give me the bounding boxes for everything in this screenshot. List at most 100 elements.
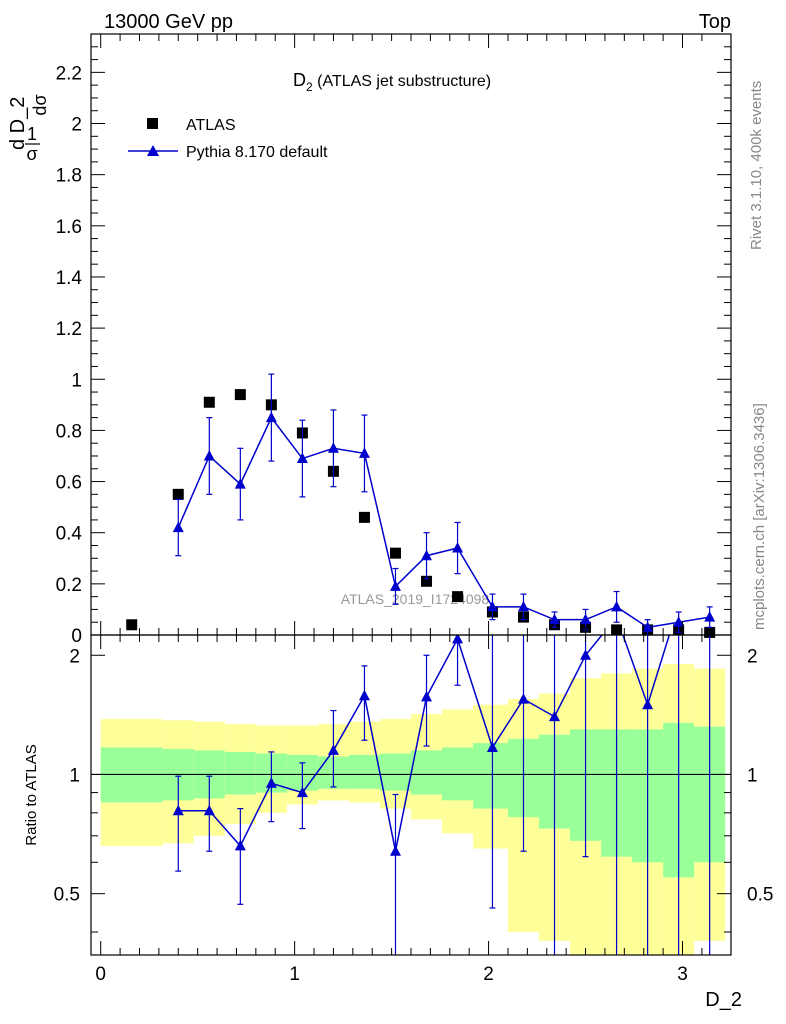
y-tick-label-main-1: 1 (71, 370, 82, 391)
y-tick-label-main-0.2: 0.2 (56, 575, 82, 596)
mc-point-1 (203, 449, 215, 461)
ratio-point-10 (486, 741, 498, 752)
x-tick-label-0: 0 (95, 964, 106, 985)
ratio-point-9 (452, 635, 464, 644)
legend-marker-atlas (147, 118, 158, 129)
mc-point-10 (486, 600, 498, 612)
y-tick-label-ratio-right-1: 1 (747, 765, 758, 786)
mc-point-3 (265, 411, 277, 423)
mc-point-0 (172, 521, 184, 533)
ratio-point-6 (358, 689, 370, 701)
ylabel-deriv-num: dσ (30, 94, 50, 115)
ratio-point-15 (642, 698, 654, 710)
mc-point-6 (358, 447, 370, 458)
y-tick-label-ratio-2: 2 (69, 646, 80, 667)
atlas-point-10 (452, 591, 464, 603)
x-axis-label: D_2 (705, 989, 742, 1011)
mc-point-9 (452, 542, 464, 553)
legend: ATLAS Pythia 8.170 default (128, 117, 328, 161)
legend-label-atlas: ATLAS (186, 117, 236, 134)
ratio-point-5 (327, 744, 339, 755)
atlas-point-2 (203, 396, 215, 408)
mc-point-15 (642, 621, 654, 632)
watermark: ATLAS_2019_I1724098 (341, 591, 490, 607)
mc-point-12 (549, 613, 561, 625)
ratio-panel-marks (172, 635, 711, 955)
x-tick-label-3: 3 (677, 964, 688, 985)
ratio-clipped-group (172, 635, 711, 955)
y-tick-label-main-1.6: 1.6 (56, 217, 82, 238)
mc-point-8 (421, 549, 433, 561)
y-tick-label-ratio-right-2: 2 (747, 646, 758, 667)
mc-point-16 (673, 616, 685, 627)
ylabel-deriv: d D_2 (7, 97, 29, 150)
ratio-point-7 (389, 845, 401, 856)
mc-point-17 (704, 611, 716, 622)
mc-point-4 (296, 452, 308, 464)
legend-label-mc: Pythia 8.170 default (186, 144, 328, 161)
y-tick-label-main-1.4: 1.4 (56, 268, 83, 289)
ratio-point-3 (265, 777, 277, 788)
atlas-point-8 (389, 547, 401, 559)
y-tick-label-ratio-right-0.5: 0.5 (747, 885, 773, 906)
ratio-point-4 (296, 786, 308, 798)
ratio-line (178, 635, 671, 852)
legend-marker-mc (147, 145, 159, 156)
ratio-point-8 (421, 690, 433, 702)
ylabel-deriv-den: d D_2 (7, 97, 29, 150)
mc-line (177, 416, 710, 629)
y-tick-label-main-2: 2 (71, 115, 82, 136)
y-tick-label-main-2.2: 2.2 (56, 63, 82, 84)
rivet-label: Rivet 3.1.10, 400k events (748, 81, 765, 250)
chart-title-sub: 2 (306, 80, 313, 94)
main-panel-marks (126, 373, 716, 638)
y-tick-label-main-0.8: 0.8 (56, 421, 82, 442)
uncertainty-bands (100, 664, 726, 955)
band-inner-3 (224, 751, 256, 795)
x-tick-label-2: 2 (483, 964, 494, 985)
atlas-point-9 (421, 575, 433, 587)
header-process: Top (699, 11, 731, 33)
band-inner-8 (379, 753, 411, 791)
header-energy: 13000 GeV pp (104, 11, 233, 33)
band-inner-11 (473, 743, 508, 809)
ratio-point-12 (549, 710, 561, 722)
y-tick-label-main-1.2: 1.2 (56, 319, 82, 340)
ratio-point-13 (580, 649, 592, 660)
y-axis-label-ratio: Ratio to ATLAS (23, 744, 40, 845)
band-inner-9 (411, 750, 443, 795)
atlas-point-3 (234, 389, 246, 401)
mc-point-2 (234, 478, 246, 489)
mc-point-13 (580, 613, 592, 625)
axes-ticks: 0 1 2 3 0 0.2 0.4 0.6 0.8 1 1.2 1.4 1.6 1.8 2 2.2 0.5 0.5… (54, 34, 773, 985)
mcplots-label: mcplots.cern.ch [arXiv:1306.3436] (751, 403, 768, 630)
ratio-point-11 (517, 693, 529, 704)
mc-point-7 (389, 580, 401, 591)
y-tick-label-ratio-0.5: 0.5 (54, 885, 80, 906)
y-tick-label-ratio-1: 1 (69, 765, 80, 786)
mc-point-5 (327, 442, 339, 453)
y-axis-label-main: 1 σ d D_2 dσ (7, 94, 50, 164)
x-tick-label-1: 1 (289, 964, 300, 985)
y-tick-label-main-0.4: 0.4 (56, 524, 83, 545)
atlas-point-1 (172, 488, 184, 500)
chart-title-main: D (293, 70, 306, 90)
atlas-point-0 (126, 619, 138, 631)
y-tick-label-main-1.8: 1.8 (56, 166, 82, 187)
atlas-point-7 (358, 511, 370, 523)
y-tick-label-main-0: 0 (71, 626, 82, 647)
chart-title: D2 (ATLAS jet substructure) (293, 70, 491, 94)
band-inner-7 (348, 754, 380, 789)
ylabel-frac-num: 1 (27, 124, 37, 144)
mc-point-11 (517, 600, 529, 612)
y-tick-label-main-0.6: 0.6 (56, 473, 82, 494)
ratio-point-0 (172, 804, 184, 816)
atlas-point-18 (704, 626, 716, 638)
ratio-point-2 (234, 839, 246, 851)
atlas-point-15 (611, 624, 623, 636)
ratio-point-1 (203, 804, 215, 816)
chart-title-rest: (ATLAS jet substructure) (313, 73, 491, 90)
ylabel-frac-den: σ (26, 144, 37, 164)
mc-point-14 (611, 600, 623, 612)
